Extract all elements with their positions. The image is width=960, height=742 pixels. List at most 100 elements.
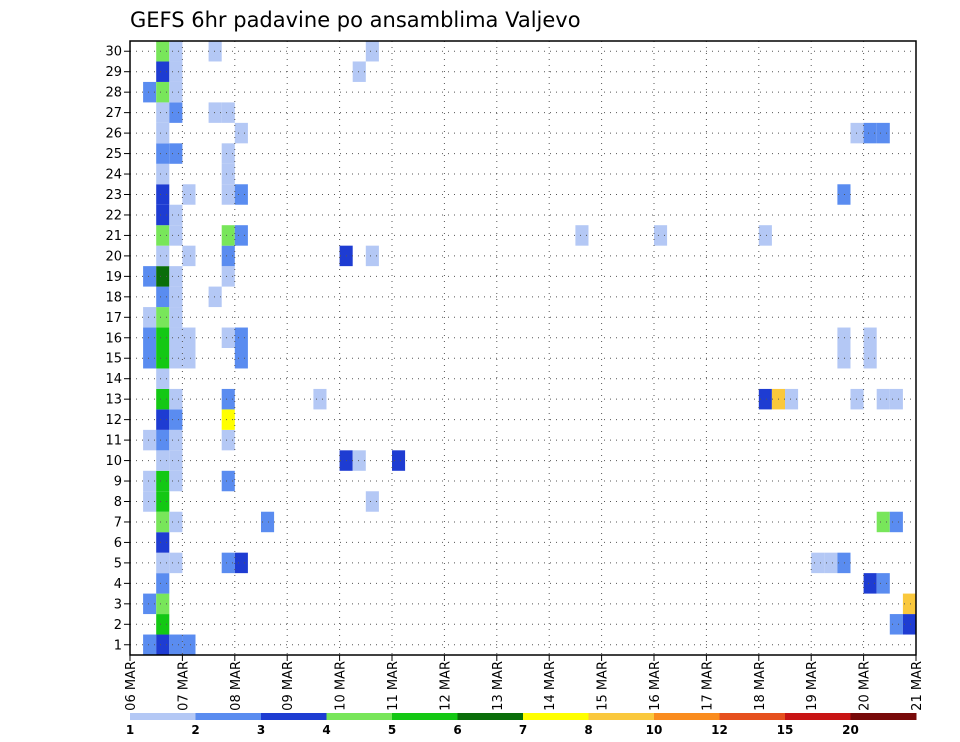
heatmap-cell <box>837 348 851 369</box>
heatmap-cell <box>876 511 890 533</box>
heatmap-cell <box>902 593 916 615</box>
heatmap-cell <box>169 143 183 164</box>
heatmap-cell <box>863 327 877 348</box>
heatmap-cell <box>169 286 183 308</box>
colorbar-swatch <box>850 713 917 720</box>
heatmap-cell <box>876 122 890 144</box>
x-tick-label: 17 MAR <box>700 661 715 711</box>
heatmap-cell <box>811 552 825 574</box>
y-tick-label: 11 <box>105 434 122 449</box>
heatmap-cell <box>169 61 183 82</box>
heatmap-cell <box>169 307 183 328</box>
heatmap-cell <box>169 511 183 533</box>
colorbar-label: 20 <box>842 723 859 737</box>
colorbar-label: 6 <box>453 723 461 737</box>
heatmap-cell <box>156 511 170 533</box>
colorbar-swatch <box>523 713 589 720</box>
y-axis: 1234567891011121314151617181920212223242… <box>105 45 130 653</box>
y-tick-label: 17 <box>105 311 122 326</box>
heatmap-cell <box>837 184 851 205</box>
heatmap-cell <box>261 511 275 533</box>
y-tick-label: 21 <box>105 229 122 244</box>
heatmap-cell <box>221 388 235 410</box>
y-tick-label: 1 <box>114 638 122 653</box>
y-tick-label: 22 <box>105 208 122 223</box>
y-tick-label: 5 <box>114 556 122 571</box>
heatmap-cell <box>221 552 235 574</box>
heatmap-cell <box>143 634 157 655</box>
heatmap-cell <box>156 368 170 389</box>
heatmap-cell <box>156 122 170 144</box>
heatmap-cell <box>208 41 222 62</box>
y-tick-label: 14 <box>105 372 122 387</box>
heatmap-cell <box>156 450 170 471</box>
heatmap-cell <box>234 122 248 144</box>
heatmap-cell <box>143 593 157 615</box>
heatmap-cell <box>156 348 170 369</box>
heatmap-cell <box>182 184 196 205</box>
heatmap-cell <box>156 184 170 205</box>
heatmap-cell <box>654 225 668 246</box>
colorbar-label: 15 <box>777 723 794 737</box>
heatmap-cell <box>365 245 379 267</box>
heatmap-cell <box>169 102 183 123</box>
heatmap-cell <box>156 614 170 635</box>
colorbar-swatch <box>785 713 851 720</box>
y-tick-label: 23 <box>105 188 122 203</box>
heatmap-cell <box>156 409 170 430</box>
y-tick-label: 24 <box>105 168 122 183</box>
colorbar-swatch <box>719 713 786 720</box>
x-tick-label: 10 MAR <box>334 661 349 711</box>
heatmap-cell <box>156 204 170 226</box>
colorbar-label: 8 <box>584 723 592 737</box>
heatmap-cell <box>169 450 183 471</box>
y-tick-label: 20 <box>105 249 122 264</box>
heatmap-cell <box>208 286 222 308</box>
heatmap-cell <box>234 327 248 348</box>
heatmap-cell <box>169 388 183 410</box>
heatmap-cell <box>850 388 864 410</box>
plot-frame <box>129 40 917 656</box>
colorbar-label: 2 <box>191 723 199 737</box>
x-tick-label: 12 MAR <box>438 661 453 711</box>
y-tick-label: 25 <box>105 147 122 162</box>
heatmap-cell <box>169 327 183 348</box>
heatmap-cell <box>156 61 170 82</box>
heatmap-cell <box>234 184 248 205</box>
heatmap-cell <box>169 266 183 287</box>
x-tick-label: 11 MAR <box>386 661 401 711</box>
x-tick-label: 06 MAR <box>124 661 139 711</box>
heatmap-cell <box>234 552 248 574</box>
colorbar-swatch <box>130 713 196 720</box>
heatmap-cell <box>169 41 183 62</box>
heatmap-cell <box>850 122 864 144</box>
y-tick-label: 6 <box>114 536 122 551</box>
heatmap-cell <box>221 409 235 430</box>
heatmap-cell <box>352 450 366 471</box>
heatmap-cell <box>221 163 235 185</box>
x-tick-label: 14 MAR <box>543 661 558 711</box>
x-axis: 06 MAR 07 MAR 08 MAR 09 MAR 10 MAR 11 MAR 12 M… <box>124 655 925 711</box>
heatmap-cell <box>208 102 222 123</box>
colorbar-swatch <box>457 713 524 720</box>
heatmap-cells <box>143 41 916 655</box>
colorbar-swatch <box>392 713 458 720</box>
colorbar-label: 5 <box>388 723 396 737</box>
y-tick-label: 8 <box>114 495 122 510</box>
heatmap-cell <box>824 552 838 574</box>
heatmap-cell <box>156 470 170 492</box>
heatmap-cell <box>221 245 235 267</box>
heatmap-cell <box>143 307 157 328</box>
x-tick-label: 20 MAR <box>858 661 873 711</box>
heatmap-cell <box>889 614 903 635</box>
y-tick-label: 9 <box>114 475 122 490</box>
x-tick-label: 18 MAR <box>753 661 768 711</box>
heatmap-cell <box>575 225 589 246</box>
heatmap-cell <box>902 614 916 635</box>
heatmap-cell <box>156 266 170 287</box>
heatmap-cell <box>156 532 170 553</box>
y-tick-label: 16 <box>105 331 122 346</box>
colorbar-swatch <box>654 713 720 720</box>
heatmap-cell <box>863 573 877 594</box>
